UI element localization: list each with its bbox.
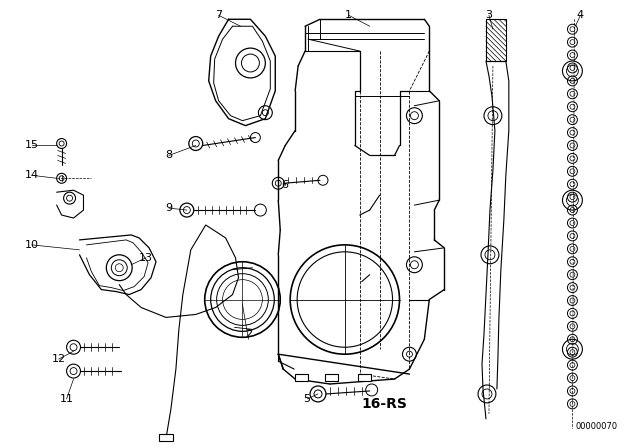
Text: 1: 1: [346, 10, 353, 20]
Text: 3: 3: [486, 10, 492, 20]
Text: 12: 12: [52, 354, 66, 364]
Text: 00000070: 00000070: [575, 422, 618, 431]
Polygon shape: [159, 434, 173, 441]
Polygon shape: [358, 374, 371, 381]
Polygon shape: [295, 374, 308, 381]
Text: 14: 14: [25, 170, 39, 180]
Text: 4: 4: [577, 10, 584, 20]
Text: 9: 9: [165, 203, 173, 213]
Text: 6: 6: [282, 180, 289, 190]
Text: 7: 7: [215, 10, 222, 20]
Text: 5: 5: [303, 394, 310, 404]
Text: 10: 10: [25, 240, 39, 250]
Text: 11: 11: [60, 394, 74, 404]
Text: 13: 13: [139, 253, 153, 263]
Polygon shape: [325, 374, 338, 381]
Text: 15: 15: [25, 141, 39, 151]
Text: 16-RS: 16-RS: [362, 397, 408, 411]
Text: 8: 8: [165, 151, 173, 160]
Text: 2: 2: [245, 329, 252, 339]
